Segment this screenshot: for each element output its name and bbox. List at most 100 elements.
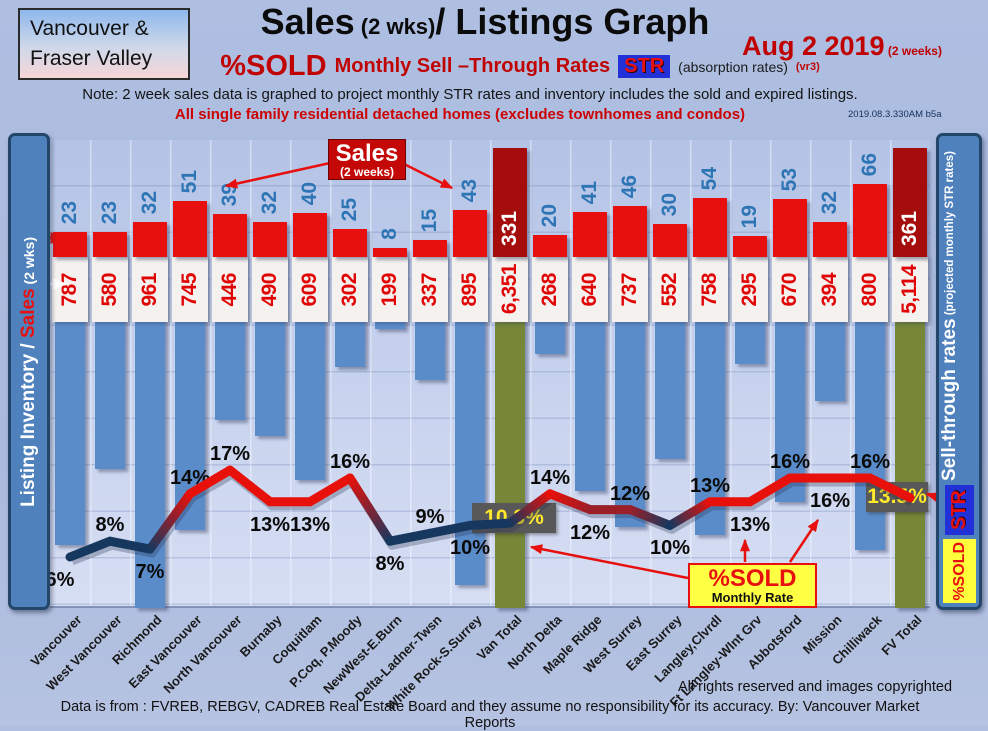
inventory-value: 737 xyxy=(618,272,641,307)
psold-callout-title: %SOLD xyxy=(708,565,797,592)
sales-value-text: 23 xyxy=(58,200,81,224)
sales-bar xyxy=(493,148,527,257)
inventory-value: 895 xyxy=(458,272,481,307)
sales-value: 40 xyxy=(295,164,325,205)
sales-callout-title: Sales xyxy=(335,140,399,167)
sales-value: 32 xyxy=(815,173,845,214)
note-line: Note: 2 week sales data is graphed to pr… xyxy=(82,86,858,103)
inventory-value: 446 xyxy=(218,272,241,307)
inventory-value-box: 961 xyxy=(132,257,168,322)
inventory-value-box: 268 xyxy=(532,257,568,322)
sales-bar xyxy=(373,248,407,257)
title-main: Sales xyxy=(260,1,355,42)
inventory-value-box: 800 xyxy=(852,257,888,322)
date-value: Aug 2 2019 xyxy=(742,31,885,61)
str-percent-label: 16% xyxy=(769,451,811,473)
sales-value-text: 43 xyxy=(458,178,481,202)
sales-value: 51 xyxy=(175,152,205,193)
str-percent-label: 13% xyxy=(249,513,291,536)
inventory-value: 490 xyxy=(258,272,281,307)
sales-bar xyxy=(853,184,887,257)
sales-value-text: 41 xyxy=(578,180,601,204)
sales-bar xyxy=(893,148,927,257)
sales-total-value: 331 xyxy=(498,210,521,246)
left-axis-rail: Listing Inventory / Sales (2 wks) xyxy=(8,133,50,610)
sales-bar xyxy=(613,206,647,257)
inventory-value: 5,114 xyxy=(898,265,921,314)
sales-value: 30 xyxy=(655,175,685,216)
sales-value: 15 xyxy=(415,191,445,232)
sales-bar xyxy=(253,222,287,257)
inventory-value-box: 787 xyxy=(52,257,88,322)
report-date: Aug 2 2019 (2 weeks) xyxy=(742,31,942,62)
sales-value-text: 20 xyxy=(538,203,561,227)
psold-rail-badge: %SOLD xyxy=(943,539,976,603)
source-text: Data is from : FVREB, REBGV, CADREB Real… xyxy=(60,699,920,731)
str-percent-label: 14% xyxy=(529,466,571,489)
inventory-value-box: 670 xyxy=(772,257,808,322)
sales-value-text: 46 xyxy=(618,174,641,198)
brand-box: Vancouver & Fraser Valley xyxy=(18,8,190,80)
left-axis-title: Listing Inventory / Sales (2 wks) xyxy=(18,237,40,507)
inventory-value: 552 xyxy=(658,272,681,307)
str-percent-label: 17% xyxy=(209,443,251,466)
sales-bar xyxy=(333,229,367,257)
inventory-value: 580 xyxy=(98,272,121,307)
inventory-value: 640 xyxy=(578,272,601,307)
psold-callout-sub: Monthly Rate xyxy=(711,590,794,606)
sales-value: 32 xyxy=(135,173,165,214)
left-axis-suffix: (2 wks) xyxy=(21,236,37,288)
inventory-value: 758 xyxy=(698,272,721,307)
sales-value: 25 xyxy=(335,180,365,221)
sales-bar xyxy=(213,214,247,257)
brand-line2: Fraser Valley xyxy=(30,47,153,71)
str-percent-label: 12% xyxy=(609,482,651,505)
str-rail-badge-label: STR xyxy=(948,490,970,530)
str-percent-label: 12% xyxy=(569,521,611,544)
sales-bar xyxy=(93,232,127,257)
sales-value: 32 xyxy=(255,173,285,214)
sales-bar xyxy=(453,210,487,257)
subtitle: All single family residential detached h… xyxy=(174,106,746,123)
inventory-value: 609 xyxy=(298,272,321,307)
str-percent-label: 6% xyxy=(45,569,75,591)
str-percent-label: 10% xyxy=(449,537,491,560)
sales-callout: Sales (2 weeks) xyxy=(328,139,406,180)
inventory-value-box: 640 xyxy=(572,257,608,322)
sales-value-text: 30 xyxy=(658,192,681,216)
str-percent-label: 9% xyxy=(415,506,445,529)
sales-value-text: 23 xyxy=(98,200,121,224)
sales-bar xyxy=(653,224,687,257)
date-suffix: (2 weeks) xyxy=(884,44,942,58)
sales-value-text: 15 xyxy=(418,208,441,232)
sales-value-text: 32 xyxy=(138,190,161,214)
rights-text: All rights reserved and images copyright… xyxy=(677,679,953,695)
page-title: Sales (2 wks)/ Listings Graph xyxy=(195,1,775,43)
sales-bar xyxy=(173,201,207,257)
str-total-box: 10.3% xyxy=(472,503,556,533)
sales-value-text: 53 xyxy=(778,167,801,191)
inventory-value: 745 xyxy=(178,272,201,307)
right-axis-sub-label: (projected monthly STR rates) xyxy=(944,151,956,319)
str-percent-label: 13% xyxy=(289,513,331,536)
str-percent-label: 7% xyxy=(135,561,165,584)
sales-total-value: 361 xyxy=(898,210,921,246)
title-mid: (2 wks) xyxy=(354,14,436,39)
inventory-value-box: 552 xyxy=(652,257,688,322)
sales-bar xyxy=(53,232,87,257)
sales-value: 8 xyxy=(375,212,405,240)
sales-bar xyxy=(733,236,767,257)
inventory-value-box: 199 xyxy=(372,257,408,322)
inventory-value-box: 895 xyxy=(452,257,488,322)
inventory-value-box: 745 xyxy=(172,257,208,322)
str-percent-label: 8% xyxy=(375,553,405,576)
inventory-value: 6,351 xyxy=(498,264,521,315)
absorption-note: (absorption rates) xyxy=(678,58,788,75)
sales-bar xyxy=(533,235,567,257)
str-percent-label: 13% xyxy=(689,474,731,497)
inventory-value-box: 6,351 xyxy=(492,257,528,322)
str-percent-label: 16% xyxy=(809,490,851,512)
inventory-value-box: 295 xyxy=(732,257,768,322)
inventory-value-box: 758 xyxy=(692,257,728,322)
str-rates-title: Monthly Sell –Through Rates xyxy=(334,55,611,77)
